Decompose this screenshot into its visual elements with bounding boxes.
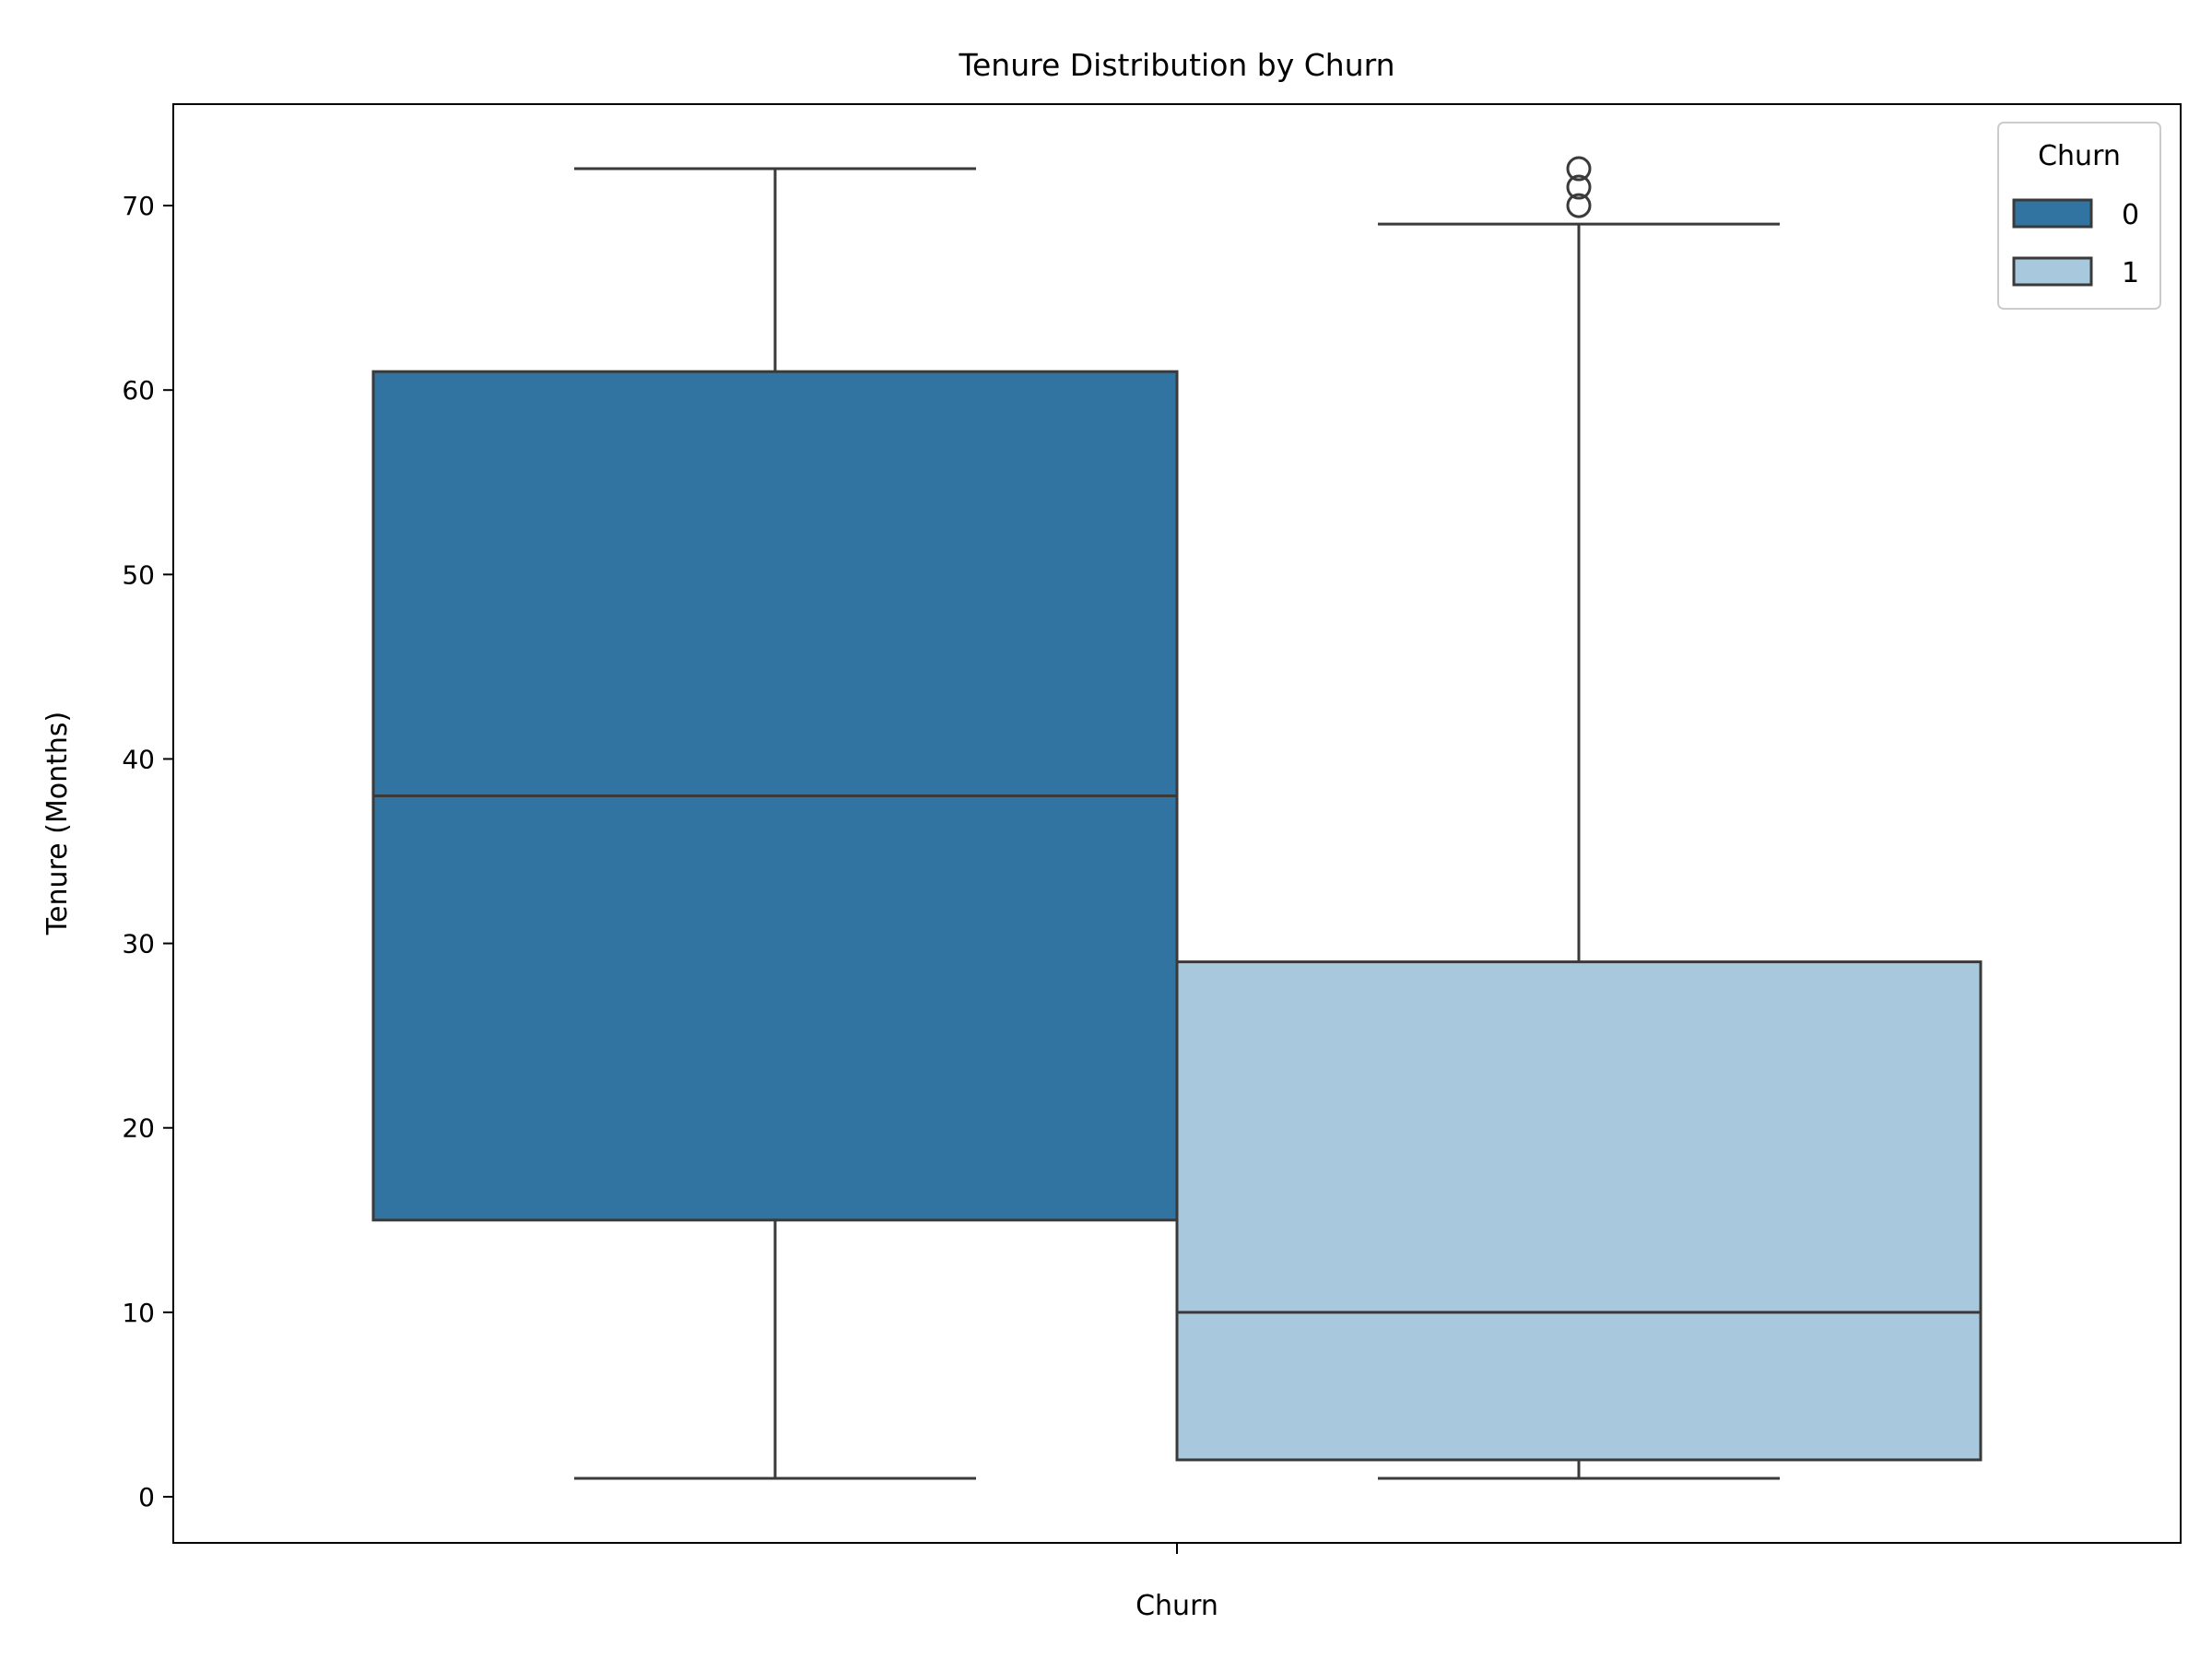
y-tick-label-30: 30 bbox=[122, 929, 155, 959]
y-tick-label-0: 0 bbox=[138, 1482, 155, 1512]
y-axis: 0 10 20 30 40 50 60 70 bbox=[122, 191, 173, 1512]
legend-entry-0: 0 bbox=[2122, 199, 2139, 231]
y-axis-label: Tenure (Months) bbox=[41, 712, 74, 935]
y-tick-label-60: 60 bbox=[122, 375, 155, 406]
outlier-1-1 bbox=[1566, 174, 1592, 200]
legend-title: Churn bbox=[2038, 140, 2121, 172]
legend: Churn 0 1 bbox=[1997, 122, 2161, 310]
legend-entry-1: 1 bbox=[2122, 257, 2139, 289]
box-groups bbox=[371, 156, 1983, 1480]
x-axis-label: Churn bbox=[1135, 1590, 1218, 1622]
outlier-1-0 bbox=[1566, 193, 1592, 218]
outlier-1-2 bbox=[1566, 156, 1592, 182]
chart-title: Tenure Distribution by Churn bbox=[958, 47, 1394, 83]
y-tick-label-10: 10 bbox=[122, 1298, 155, 1328]
y-tick-label-70: 70 bbox=[122, 191, 155, 221]
y-tick-label-50: 50 bbox=[122, 559, 155, 590]
box-group-1 bbox=[1175, 156, 1983, 1480]
y-tick-label-40: 40 bbox=[122, 744, 155, 774]
legend-swatch-0 bbox=[2012, 198, 2093, 229]
legend-swatch-1 bbox=[2012, 256, 2093, 287]
box-1 bbox=[1175, 960, 1983, 1462]
box-group-0 bbox=[371, 167, 1179, 1480]
y-tick-label-20: 20 bbox=[122, 1113, 155, 1144]
